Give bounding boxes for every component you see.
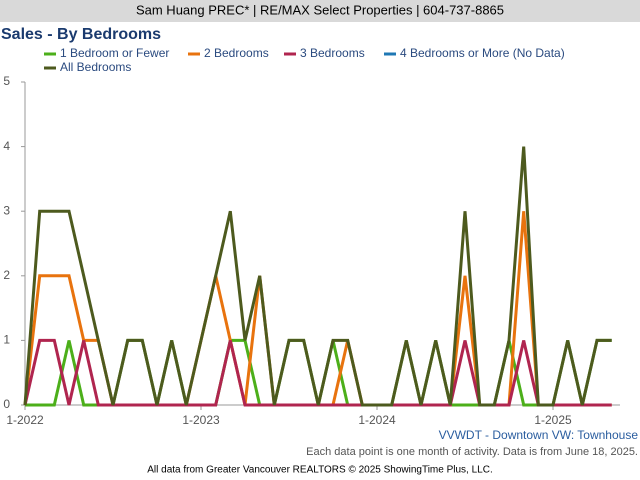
chart-title: Sales - By Bedrooms: [1, 26, 161, 43]
legend-label: 4 Bedrooms or More (No Data): [400, 46, 565, 60]
header-bar: [0, 0, 640, 22]
x-tick-label: 1-2023: [182, 413, 220, 427]
x-tick-label: 1-2022: [6, 413, 44, 427]
header: Sam Huang PREC* | RE/MAX Select Properti…: [136, 2, 504, 17]
legend-label: 2 Bedrooms: [204, 46, 269, 60]
y-tick-label: 1: [3, 333, 10, 347]
legend-label: All Bedrooms: [60, 60, 131, 74]
y-tick-label: 5: [3, 74, 10, 88]
region: VVWDT - Downtown VW: Townhouse: [439, 428, 639, 442]
x-tick-label: 1-2024: [358, 413, 396, 427]
x-tick-label: 1-2025: [534, 413, 572, 427]
footer: All data from Greater Vancouver REALTORS…: [147, 465, 492, 476]
y-tick-label: 0: [3, 397, 10, 411]
legend-label: 1 Bedroom or Fewer: [60, 46, 169, 60]
series-line: [25, 338, 612, 407]
legend-label: 3 Bedrooms: [300, 46, 365, 60]
series-line: [23, 338, 612, 407]
y-tick-label: 4: [3, 139, 10, 153]
series-line: [23, 146, 612, 407]
y-tick-label: 3: [3, 203, 10, 217]
note: Each data point is one month of activity…: [306, 446, 638, 458]
y-tick-label: 2: [3, 268, 10, 282]
series-line: [23, 211, 612, 407]
